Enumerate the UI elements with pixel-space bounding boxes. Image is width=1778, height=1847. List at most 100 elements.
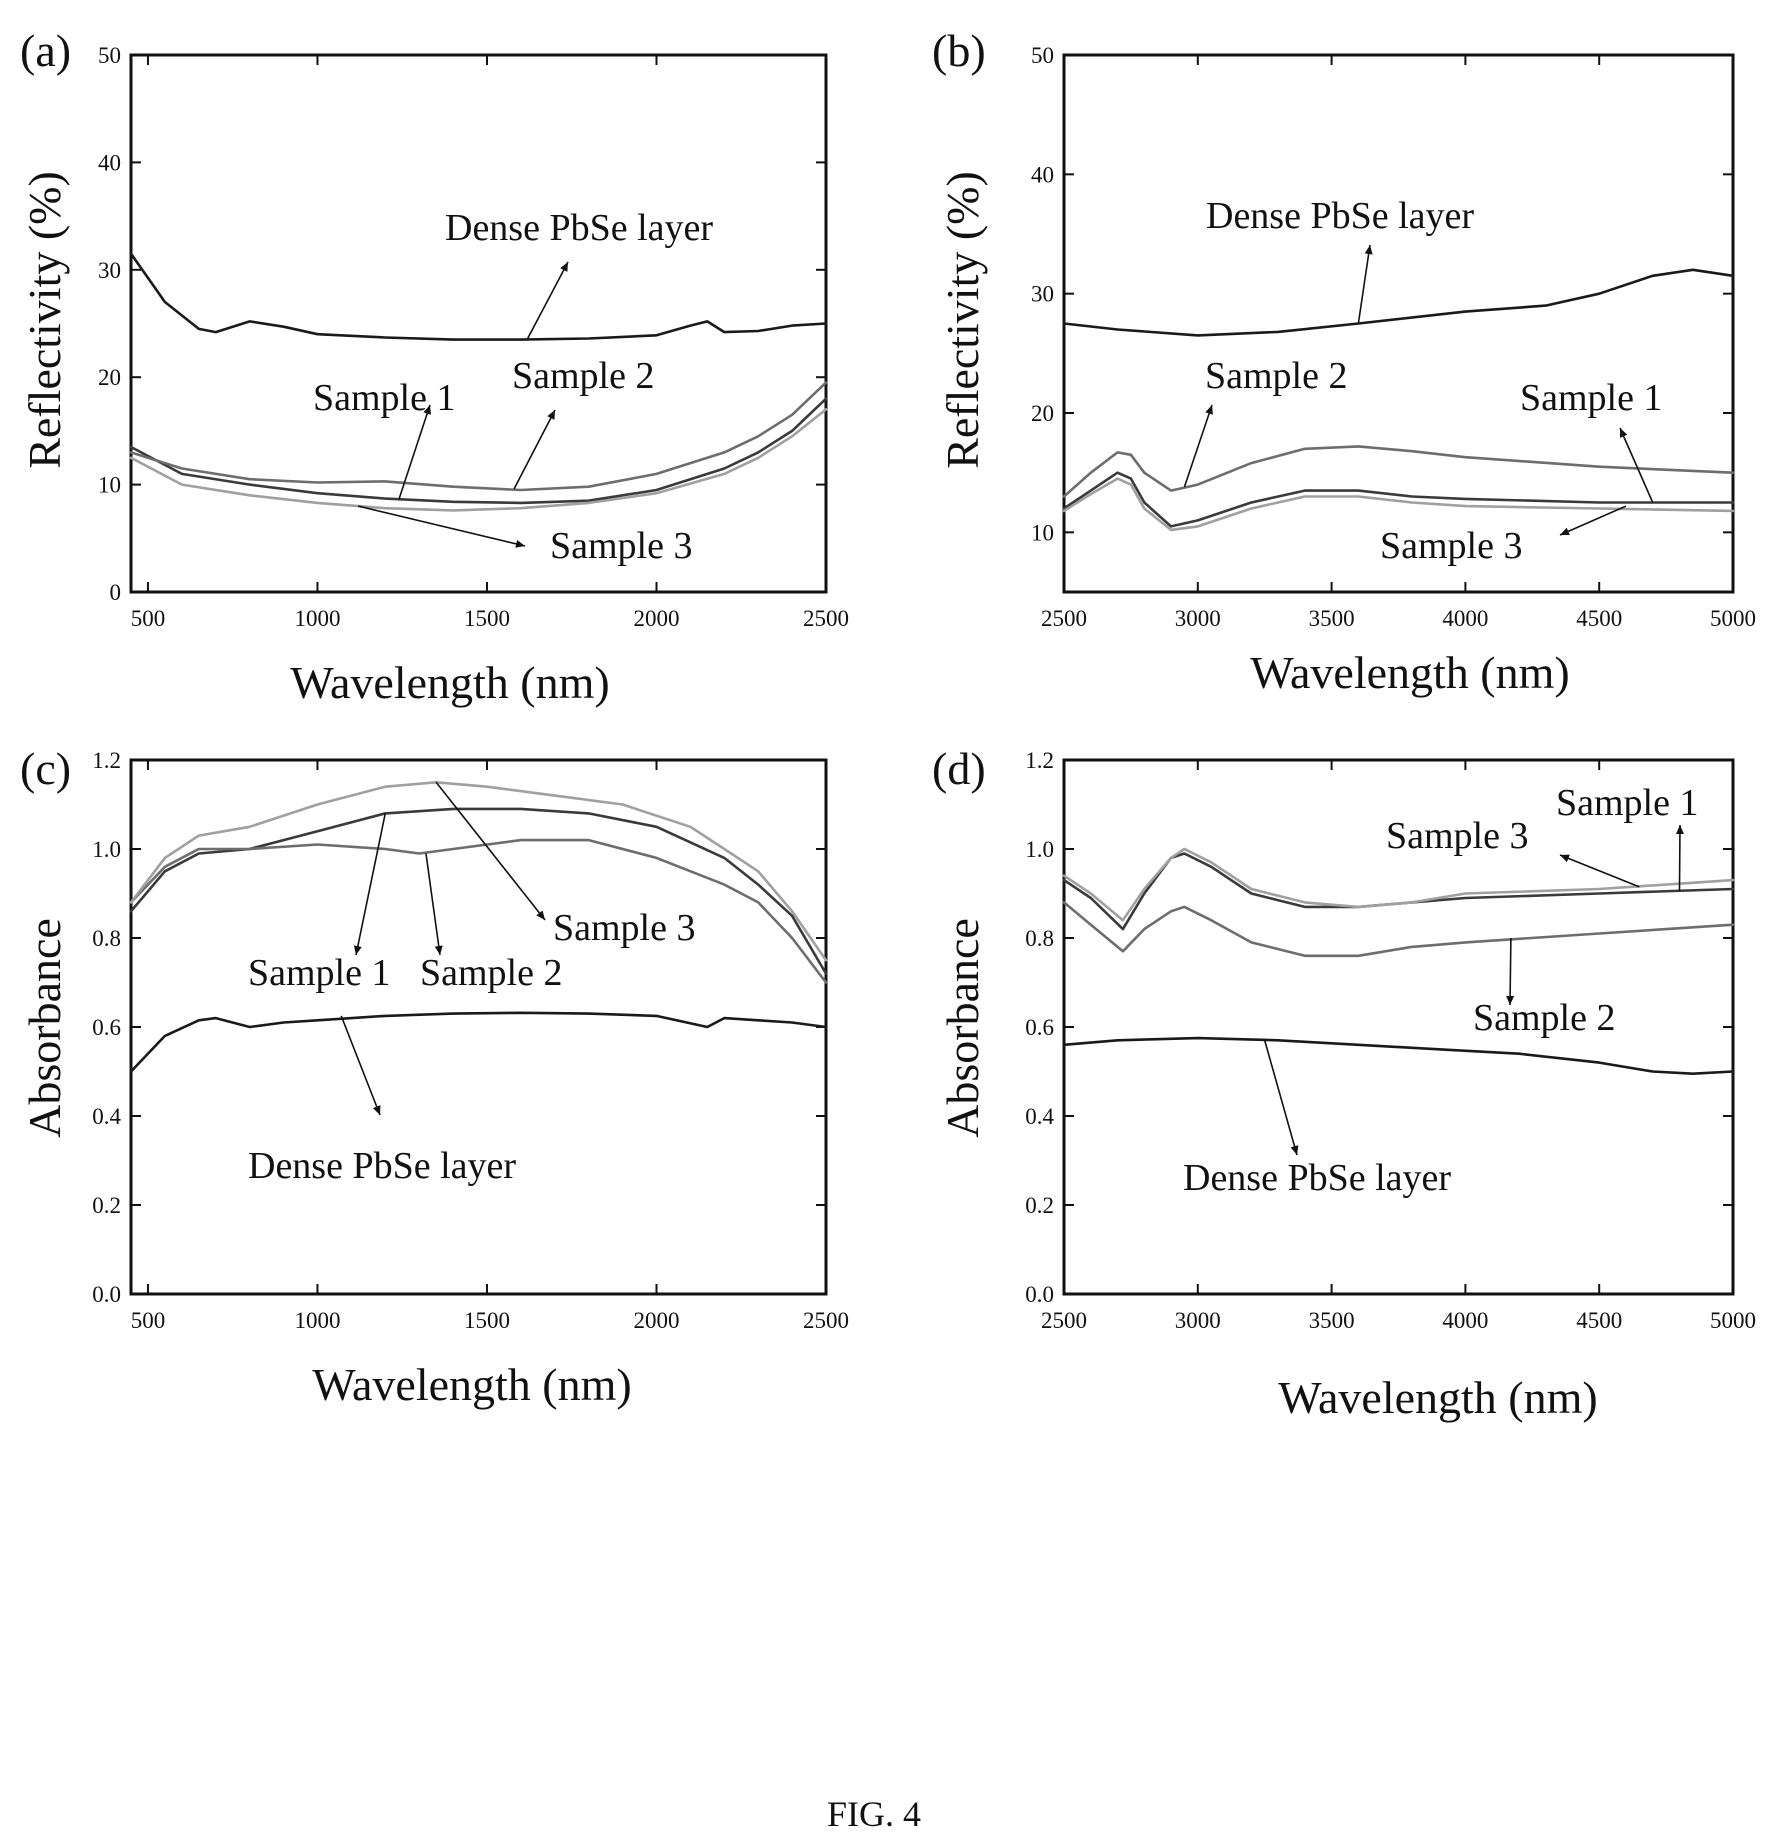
panel-d-ytick-label: 0.2: [1025, 1193, 1054, 1218]
panel-c-xtick-label: 1000: [294, 1308, 340, 1333]
panel-a-xtick-label: 1500: [464, 606, 510, 631]
panel-d-annotation-arrowhead: [1290, 1145, 1299, 1155]
panel-a-xtick-label: 2000: [633, 606, 679, 631]
panel-a-annotation-arrowhead: [547, 410, 555, 420]
panel-d-annotation: Sample 1: [1556, 782, 1698, 824]
panel-b-plot: 2500 3000 3500 4000 4500 5000 10 20 30 40 50 Dense …: [1031, 43, 1756, 631]
panel-c-annotation-arrow: [340, 1015, 381, 1116]
panel-a-ytick-label: 40: [98, 150, 121, 175]
panel-a-ytick-label: 20: [98, 365, 121, 390]
panel-d-ylabel: Absorbance: [937, 918, 988, 1138]
panel-a-annotation-arrow: [513, 409, 556, 490]
panel-b-series-dense-pbse-layer: [1062, 268, 1735, 337]
panel-c-ytick-label: 0.8: [92, 926, 121, 951]
panel-b-ytick-label: 20: [1031, 401, 1054, 426]
panel-b-annotation-arrow: [1619, 427, 1654, 503]
panel-b-xtick-label: 4000: [1442, 606, 1488, 631]
panel-b-annotation-arrowhead: [1560, 527, 1570, 536]
panel-c-series-sample-2: [129, 838, 828, 984]
panel-a-xtick-label: 500: [131, 606, 166, 631]
panel-b-xlabel: Wavelength (nm): [1250, 647, 1569, 698]
panel-c-ytick-label: 0.6: [92, 1015, 121, 1040]
panel-a-plot: 500 1000 1500 2000 2500 0 10 20 30 40 50 Dense PbSe…: [98, 43, 849, 631]
panel-c-xtick-label: 2000: [633, 1308, 679, 1333]
panel-a-annotation-arrowhead: [515, 540, 525, 548]
panel-c-ylabel: Absorbance: [19, 918, 70, 1138]
panel-c-series-sample-3: [129, 781, 828, 962]
panel-b-annotation: Sample 1: [1520, 377, 1662, 419]
panel-a-annotation-arrowhead: [560, 262, 568, 272]
panel-b-xtick-label: 3000: [1175, 606, 1221, 631]
panel-c-series-dense-pbse-layer: [129, 1011, 828, 1073]
panel-b-xtick-label: 5000: [1710, 606, 1756, 631]
panel-b-frame: [1062, 53, 1735, 594]
panel-d-ytick-label: 0.0: [1025, 1282, 1054, 1307]
panel-a-letter: (a): [20, 25, 71, 76]
panel-d: (d) 2500 3000 3500 4000 4500 5000 0.0 0.2 0.4 0.6…: [932, 743, 1756, 1423]
panel-b-xtick-label: 4500: [1576, 606, 1622, 631]
panel-a-xtick-label: 2500: [803, 606, 849, 631]
panel-a-annotation-arrowhead: [423, 405, 431, 415]
panel-c-annotation: Sample 3: [553, 907, 695, 949]
panel-d-annotation-arrow: [1509, 937, 1512, 1006]
panel-d-annotation: Sample 2: [1473, 997, 1615, 1039]
panel-b-ytick-label: 10: [1031, 520, 1054, 545]
panel-b-ytick-label: 50: [1031, 43, 1054, 68]
panel-a-annotation-arrow: [357, 505, 526, 547]
panel-d-annotation-arrow: [1263, 1040, 1298, 1156]
panel-a: (a) 500 1000 1500 2000 2500 0 10 20 30 40 50 Dense …: [19, 25, 849, 708]
panel-b-ytick-label: 40: [1031, 162, 1054, 187]
panel-b-annotation-arrowhead: [1205, 405, 1213, 415]
panel-d-annotation-arrowhead: [1675, 825, 1684, 835]
panel-b-annotation-arrow: [1183, 404, 1213, 488]
panel-a-series-sample-1: [129, 397, 828, 505]
panel-b: (b) 2500 3000 3500 4000 4500 5000 10 20 30 40 50 De…: [932, 25, 1756, 698]
panel-c-series-sample-1: [129, 807, 828, 975]
figure-caption: FIG. 4: [827, 1794, 921, 1834]
panel-c-xtick-label: 1500: [464, 1308, 510, 1333]
panel-d-xtick-label: 3500: [1309, 1308, 1355, 1333]
panel-c-annotation-arrowhead: [536, 910, 545, 920]
panel-d-ytick-label: 0.6: [1025, 1015, 1054, 1040]
panel-d-ytick-label: 0.4: [1025, 1104, 1054, 1129]
panel-c-ytick-label: 0.4: [92, 1104, 121, 1129]
panel-c-annotation-arrowhead: [372, 1105, 381, 1115]
panel-d-xlabel: Wavelength (nm): [1278, 1372, 1597, 1423]
panel-d-xtick-label: 4500: [1576, 1308, 1622, 1333]
panel-c-ytick-label: 0.0: [92, 1282, 121, 1307]
panel-d-series-sample-1: [1062, 852, 1735, 931]
panel-c-letter: (c): [20, 743, 71, 794]
panel-a-ytick-label: 10: [98, 473, 121, 498]
panel-a-series-sample-2: [129, 381, 828, 492]
panel-c-ytick-label: 0.2: [92, 1193, 121, 1218]
panel-a-frame: [129, 53, 828, 594]
panel-a-annotation: Sample 1: [313, 377, 455, 419]
panel-b-annotation-arrowhead: [1364, 245, 1373, 255]
panel-b-letter: (b): [932, 25, 986, 76]
panel-d-series-sample-2: [1062, 901, 1735, 958]
panel-d-annotation-arrowhead: [1560, 854, 1570, 863]
panel-c-xtick-label: 500: [131, 1308, 166, 1333]
panel-d-ytick-label: 1.2: [1025, 748, 1054, 773]
panel-c-plot: 500 1000 1500 2000 2500 0.0 0.2 0.4 0.6 0.8 1.0 1.2…: [92, 748, 849, 1333]
panel-a-ylabel: Reflectivity (%): [19, 171, 70, 469]
panel-d-annotation-arrow: [1559, 854, 1640, 888]
panel-c-ytick-label: 1.0: [92, 837, 121, 862]
panel-a-ytick-label: 50: [98, 43, 121, 68]
panel-a-series-sample-3: [129, 408, 828, 512]
panel-c-frame: [129, 758, 828, 1296]
panel-b-series-sample-1: [1062, 471, 1735, 528]
panel-b-annotation-arrowhead: [1619, 428, 1628, 438]
panel-c-annotation: Dense PbSe layer: [248, 1145, 516, 1187]
panel-b-annotation-arrow: [1357, 244, 1371, 324]
panel-c-xtick-label: 2500: [803, 1308, 849, 1333]
panel-b-xtick-label: 2500: [1041, 606, 1087, 631]
panel-a-series-dense-pbse-layer: [129, 252, 828, 341]
panel-c-annotation-arrow: [435, 781, 546, 921]
panel-c-annotation-arrow: [355, 813, 387, 956]
panel-a-xtick-label: 1000: [294, 606, 340, 631]
panel-d-xtick-label: 2500: [1041, 1308, 1087, 1333]
panel-a-ytick-label: 0: [110, 580, 122, 605]
panel-d-ytick-label: 1.0: [1025, 837, 1054, 862]
